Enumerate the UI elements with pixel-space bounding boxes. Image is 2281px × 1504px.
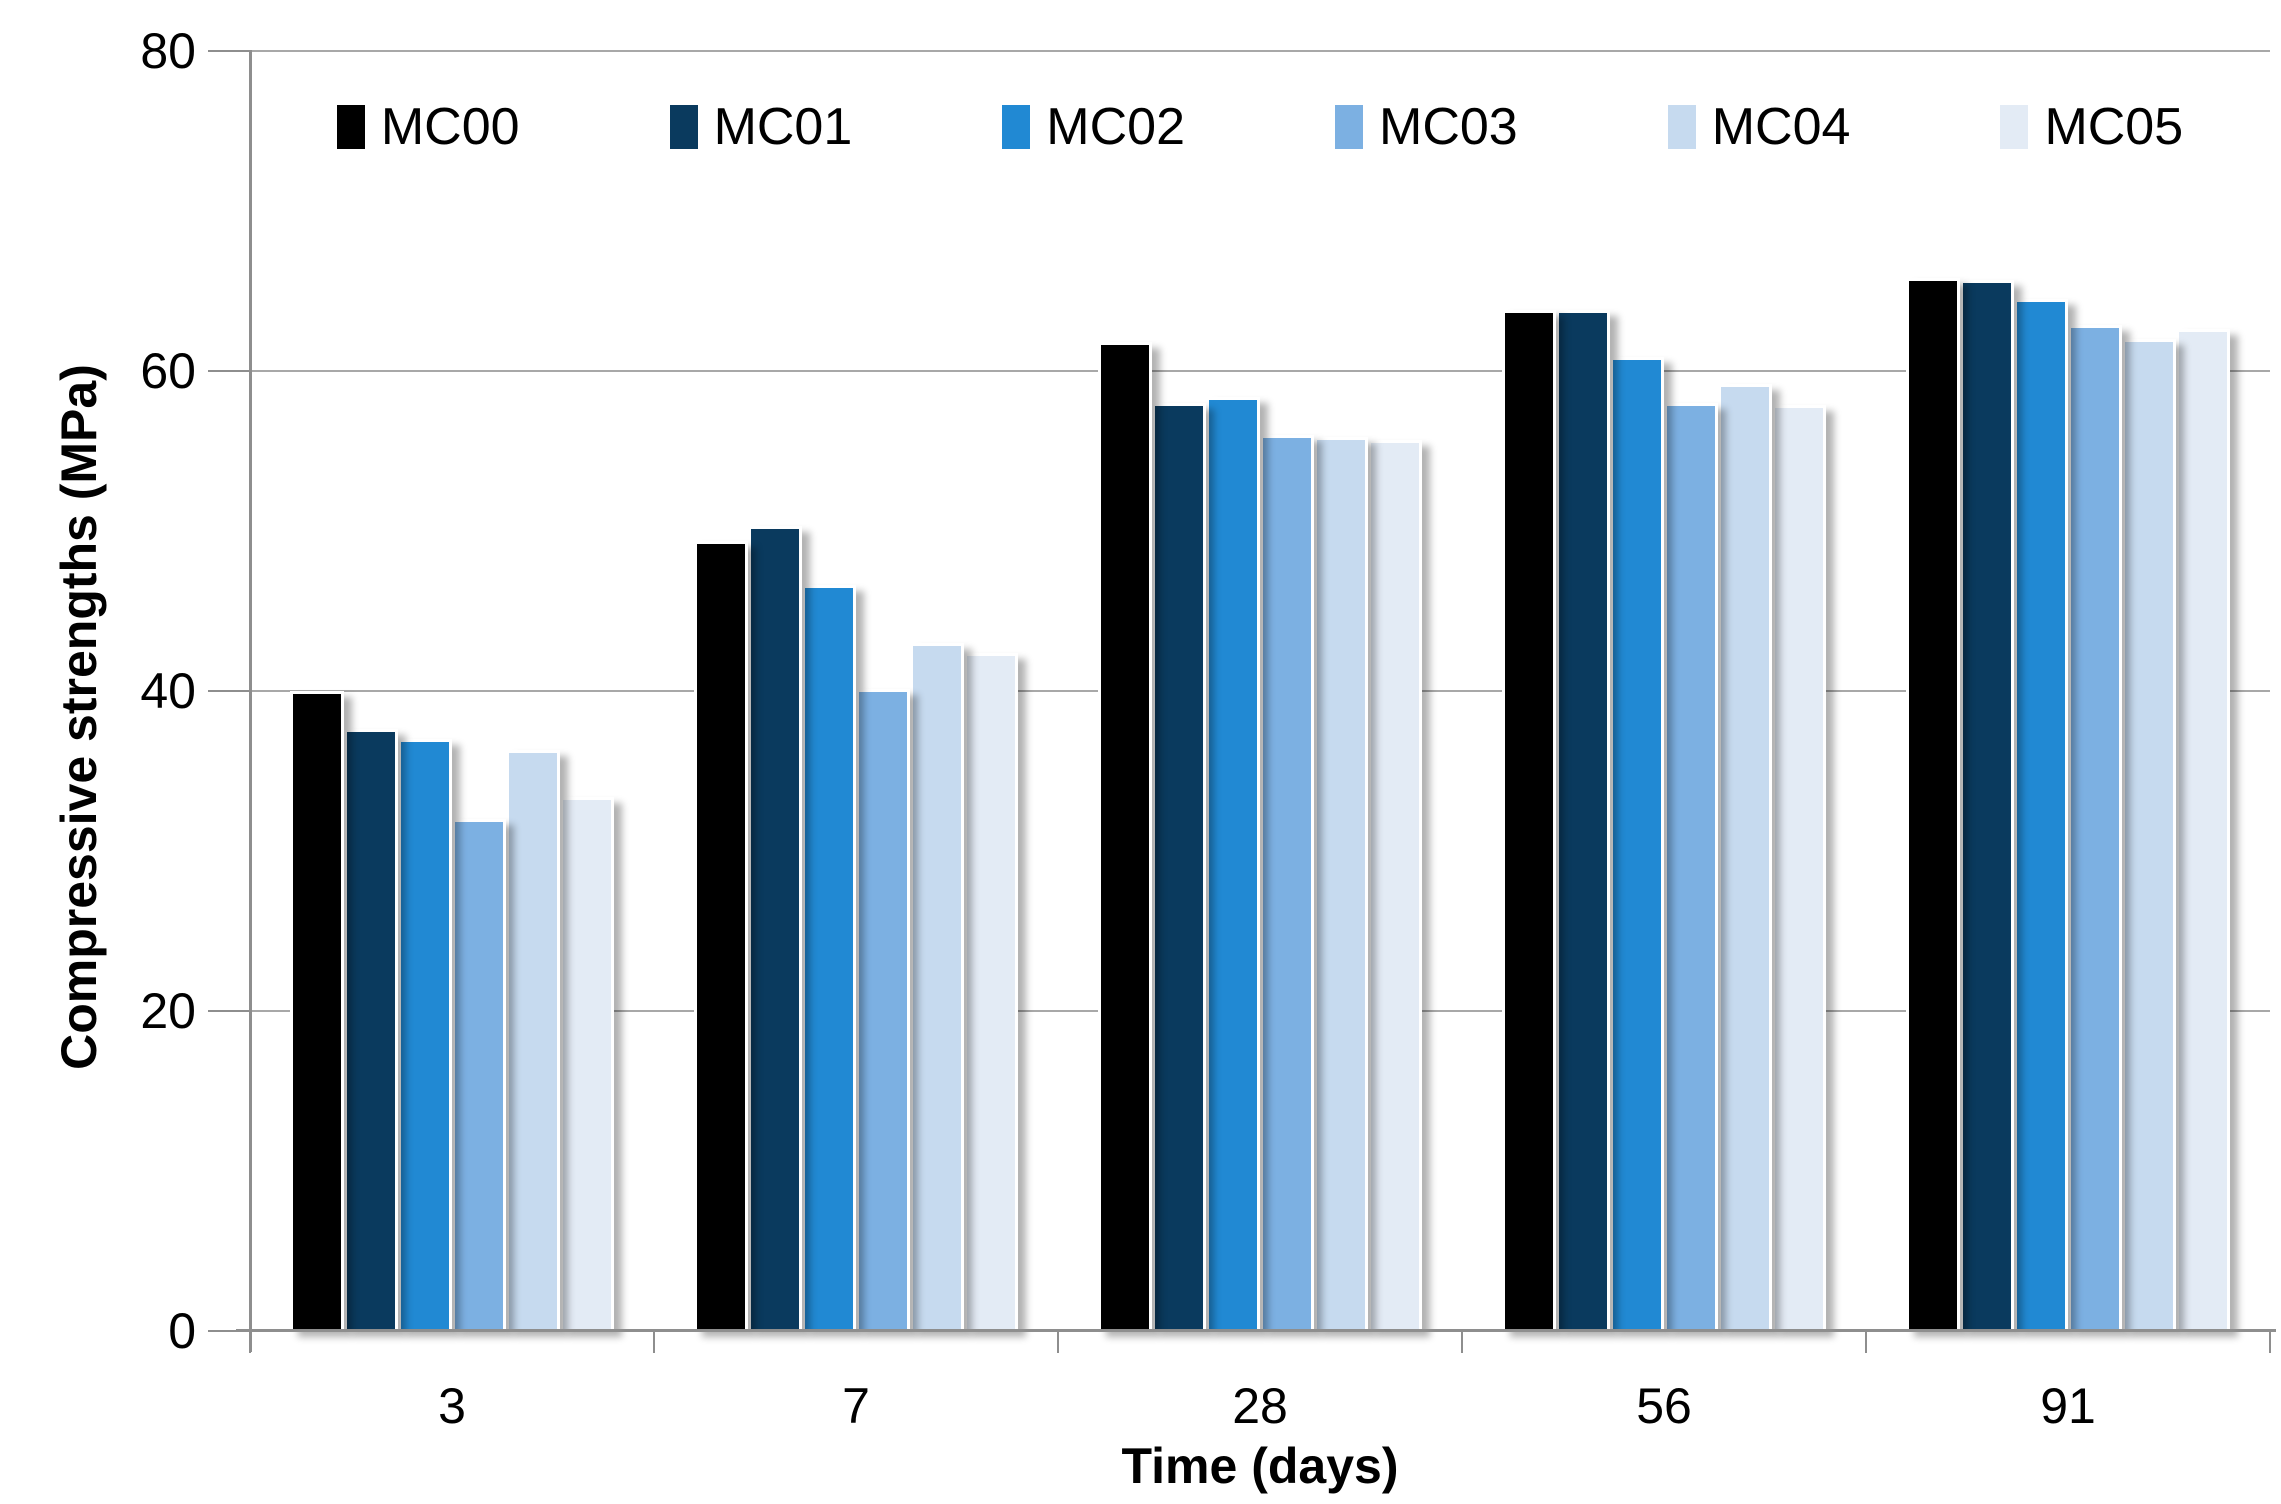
bar-MC05-day56 <box>1772 404 1826 1331</box>
y-axis-line <box>249 51 252 1352</box>
bar-MC03-day91 <box>2068 324 2122 1331</box>
legend-label-MC04: MC04 <box>1711 98 1851 156</box>
bar-groups <box>250 51 2270 1331</box>
bar-MC03-day3 <box>452 819 506 1331</box>
bar-MC00-day28 <box>1098 342 1152 1331</box>
bar-MC05-day28 <box>1368 439 1422 1331</box>
bar-MC02-day3 <box>398 739 452 1331</box>
bar-group-3-days <box>250 51 654 1331</box>
x-tick-mark-5 <box>2269 1331 2271 1353</box>
legend-swatch-icon-MC00 <box>336 105 365 149</box>
y-tick-label-0: 0 <box>168 1303 196 1359</box>
bar-MC02-day7 <box>802 585 856 1331</box>
bar-MC02-day28 <box>1206 396 1260 1331</box>
y-tick-label-20: 20 <box>140 983 196 1039</box>
y-tick-mark-80 <box>208 50 252 52</box>
x-tick-label-3-days: 3 <box>438 1378 466 1434</box>
bar-MC04-day3 <box>506 750 560 1331</box>
x-axis-line <box>236 1329 2276 1332</box>
legend: MC00 MC01 MC02 MC03 MC04 MC05 <box>250 95 2270 159</box>
bar-MC03-day28 <box>1260 435 1314 1331</box>
legend-entry-MC00: MC00 <box>336 95 520 159</box>
y-tick-label-40: 40 <box>140 663 196 719</box>
bar-MC04-day91 <box>2122 339 2176 1331</box>
bar-group-56-days <box>1462 51 1866 1331</box>
bar-MC01-day3 <box>344 729 398 1331</box>
legend-label-MC01: MC01 <box>713 98 853 156</box>
x-tick-label-56-days: 56 <box>1636 1378 1692 1434</box>
legend-label-MC00: MC00 <box>380 98 520 156</box>
bar-MC04-day7 <box>910 643 964 1331</box>
bar-MC01-day28 <box>1152 403 1206 1331</box>
bar-group-91-days <box>1866 51 2270 1331</box>
x-tick-mark-0 <box>249 1331 251 1353</box>
bar-group-7-days <box>654 51 1058 1331</box>
bar-MC01-day7 <box>748 526 802 1331</box>
legend-entry-MC04: MC04 <box>1667 95 1851 159</box>
x-tick-label-7-days: 7 <box>842 1378 870 1434</box>
bar-MC03-day56 <box>1664 403 1718 1331</box>
x-axis-title: Time (days) <box>1121 1438 1399 1494</box>
y-tick-mark-60 <box>208 370 252 372</box>
legend-entry-MC02: MC02 <box>1002 95 1185 159</box>
legend-swatch-icon-MC02 <box>1002 105 1031 149</box>
y-tick-label-60: 60 <box>140 343 196 399</box>
legend-swatch-icon-MC05 <box>2000 105 2029 149</box>
legend-entry-MC01: MC01 <box>669 95 853 159</box>
y-tick-mark-40 <box>208 690 252 692</box>
bar-MC04-day56 <box>1718 383 1772 1331</box>
legend-entry-MC03: MC03 <box>1335 95 1518 159</box>
bar-MC00-day56 <box>1502 310 1556 1331</box>
bar-MC05-day3 <box>560 796 614 1331</box>
bar-MC00-day3 <box>290 691 344 1331</box>
bar-group-28-days <box>1058 51 1462 1331</box>
gridline-80 <box>250 50 2270 52</box>
bar-MC02-day91 <box>2014 299 2068 1331</box>
y-tick-mark-0 <box>208 1330 252 1332</box>
bar-MC00-day91 <box>1906 278 1960 1331</box>
bar-MC00-day7 <box>694 540 748 1331</box>
x-tick-label-91-days: 91 <box>2040 1378 2096 1434</box>
legend-label-MC02: MC02 <box>1046 98 1185 156</box>
x-tick-mark-2 <box>1057 1331 1059 1353</box>
x-tick-mark-1 <box>653 1331 655 1353</box>
x-tick-mark-3 <box>1461 1331 1463 1353</box>
legend-label-MC05: MC05 <box>2044 98 2184 156</box>
plot-area: MC00 MC01 MC02 MC03 MC04 MC05 <box>250 50 2270 1331</box>
y-tick-label-80: 80 <box>140 23 196 79</box>
legend-swatch-icon-MC04 <box>1667 105 1696 149</box>
x-tick-mark-4 <box>1865 1331 1867 1353</box>
gridline-60 <box>250 370 2270 372</box>
bar-MC03-day7 <box>856 689 910 1331</box>
bar-MC05-day7 <box>964 652 1018 1331</box>
legend-entry-MC05: MC05 <box>2000 95 2183 159</box>
bar-MC02-day56 <box>1610 356 1664 1331</box>
legend-swatch-icon-MC01 <box>669 105 698 149</box>
y-tick-mark-20 <box>208 1010 252 1012</box>
x-tick-label-28-days: 28 <box>1232 1378 1288 1434</box>
bar-MC01-day56 <box>1556 310 1610 1331</box>
bar-MC01-day91 <box>1960 279 2014 1331</box>
legend-label-MC03: MC03 <box>1379 98 1518 156</box>
bar-MC05-day91 <box>2176 329 2230 1331</box>
bar-MC04-day28 <box>1314 436 1368 1331</box>
legend-swatch-icon-MC03 <box>1335 105 1363 149</box>
